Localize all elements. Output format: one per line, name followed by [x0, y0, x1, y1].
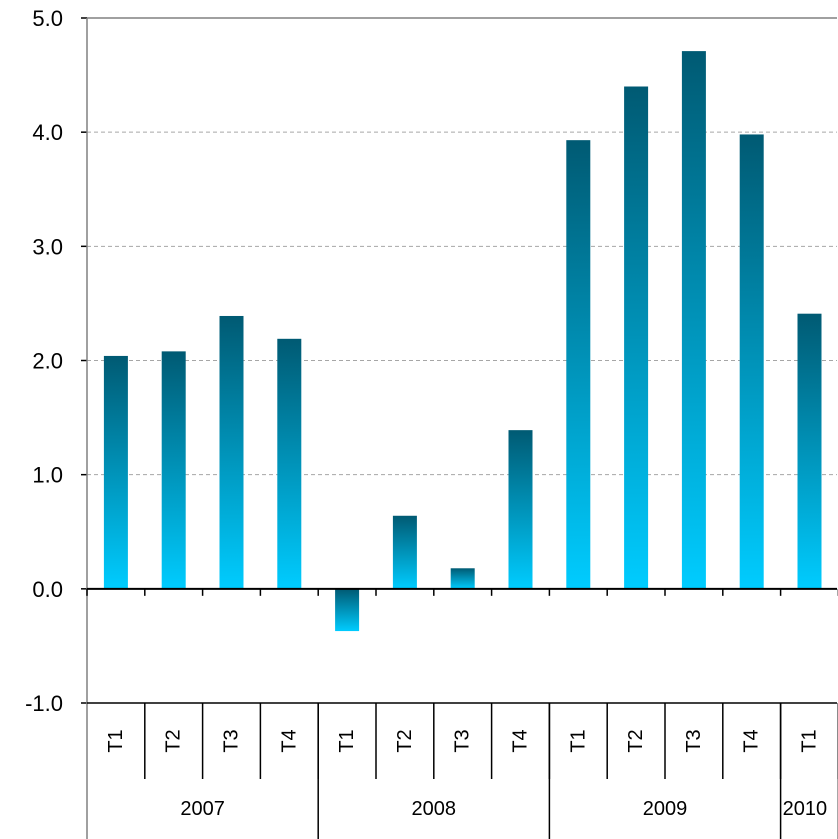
y-tick-label: 5.0 [32, 6, 63, 31]
category-label: T1 [336, 729, 358, 752]
bar [335, 588, 360, 632]
year-label: 2007 [180, 798, 225, 820]
y-tick-label: 1.0 [32, 463, 63, 488]
y-tick-label: 4.0 [32, 120, 63, 145]
year-label: 2010 [783, 798, 828, 820]
bar [392, 515, 417, 589]
bar [450, 568, 475, 589]
category-label: T4 [741, 729, 763, 752]
bar [508, 430, 533, 589]
bar [624, 86, 649, 589]
category-label: T1 [799, 729, 821, 752]
gridlines [87, 17, 837, 476]
bar [566, 140, 591, 589]
y-tick-label: 2.0 [32, 349, 63, 374]
category-label: T4 [278, 729, 300, 752]
tick-labels: -1.0 0.0 1.0 2.0 3.0 4.0 5.0 T1 T2 T3 T4 T1 T2 T3 T4 T1… [25, 6, 827, 820]
category-label: T1 [567, 729, 589, 752]
category-label: T2 [625, 729, 647, 752]
y-tick-label: -1.0 [25, 691, 63, 716]
category-label: T4 [510, 729, 532, 752]
y-tick-label: 3.0 [32, 234, 63, 259]
year-label: 2009 [643, 798, 688, 820]
bars [103, 51, 822, 632]
category-label: T2 [394, 729, 416, 752]
year-label: 2008 [412, 798, 457, 820]
category-label: T2 [163, 729, 185, 752]
bar [103, 355, 128, 589]
bar [219, 315, 244, 589]
bar [797, 313, 822, 589]
category-label: T1 [105, 729, 127, 752]
bar [161, 351, 186, 589]
bar [681, 51, 706, 589]
category-label: T3 [452, 729, 474, 752]
bar [739, 134, 764, 589]
y-tick-label: 0.0 [32, 577, 63, 602]
bar [277, 338, 302, 589]
axes [81, 17, 838, 839]
category-label: T3 [221, 729, 243, 752]
category-label: T3 [683, 729, 705, 752]
